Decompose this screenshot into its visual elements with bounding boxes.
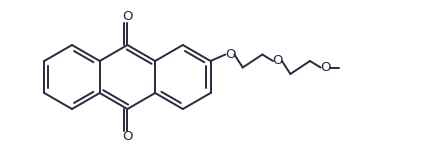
- Text: O: O: [225, 48, 236, 61]
- Text: O: O: [122, 11, 132, 24]
- Text: O: O: [320, 61, 331, 74]
- Text: O: O: [122, 131, 132, 144]
- Text: O: O: [273, 55, 283, 67]
